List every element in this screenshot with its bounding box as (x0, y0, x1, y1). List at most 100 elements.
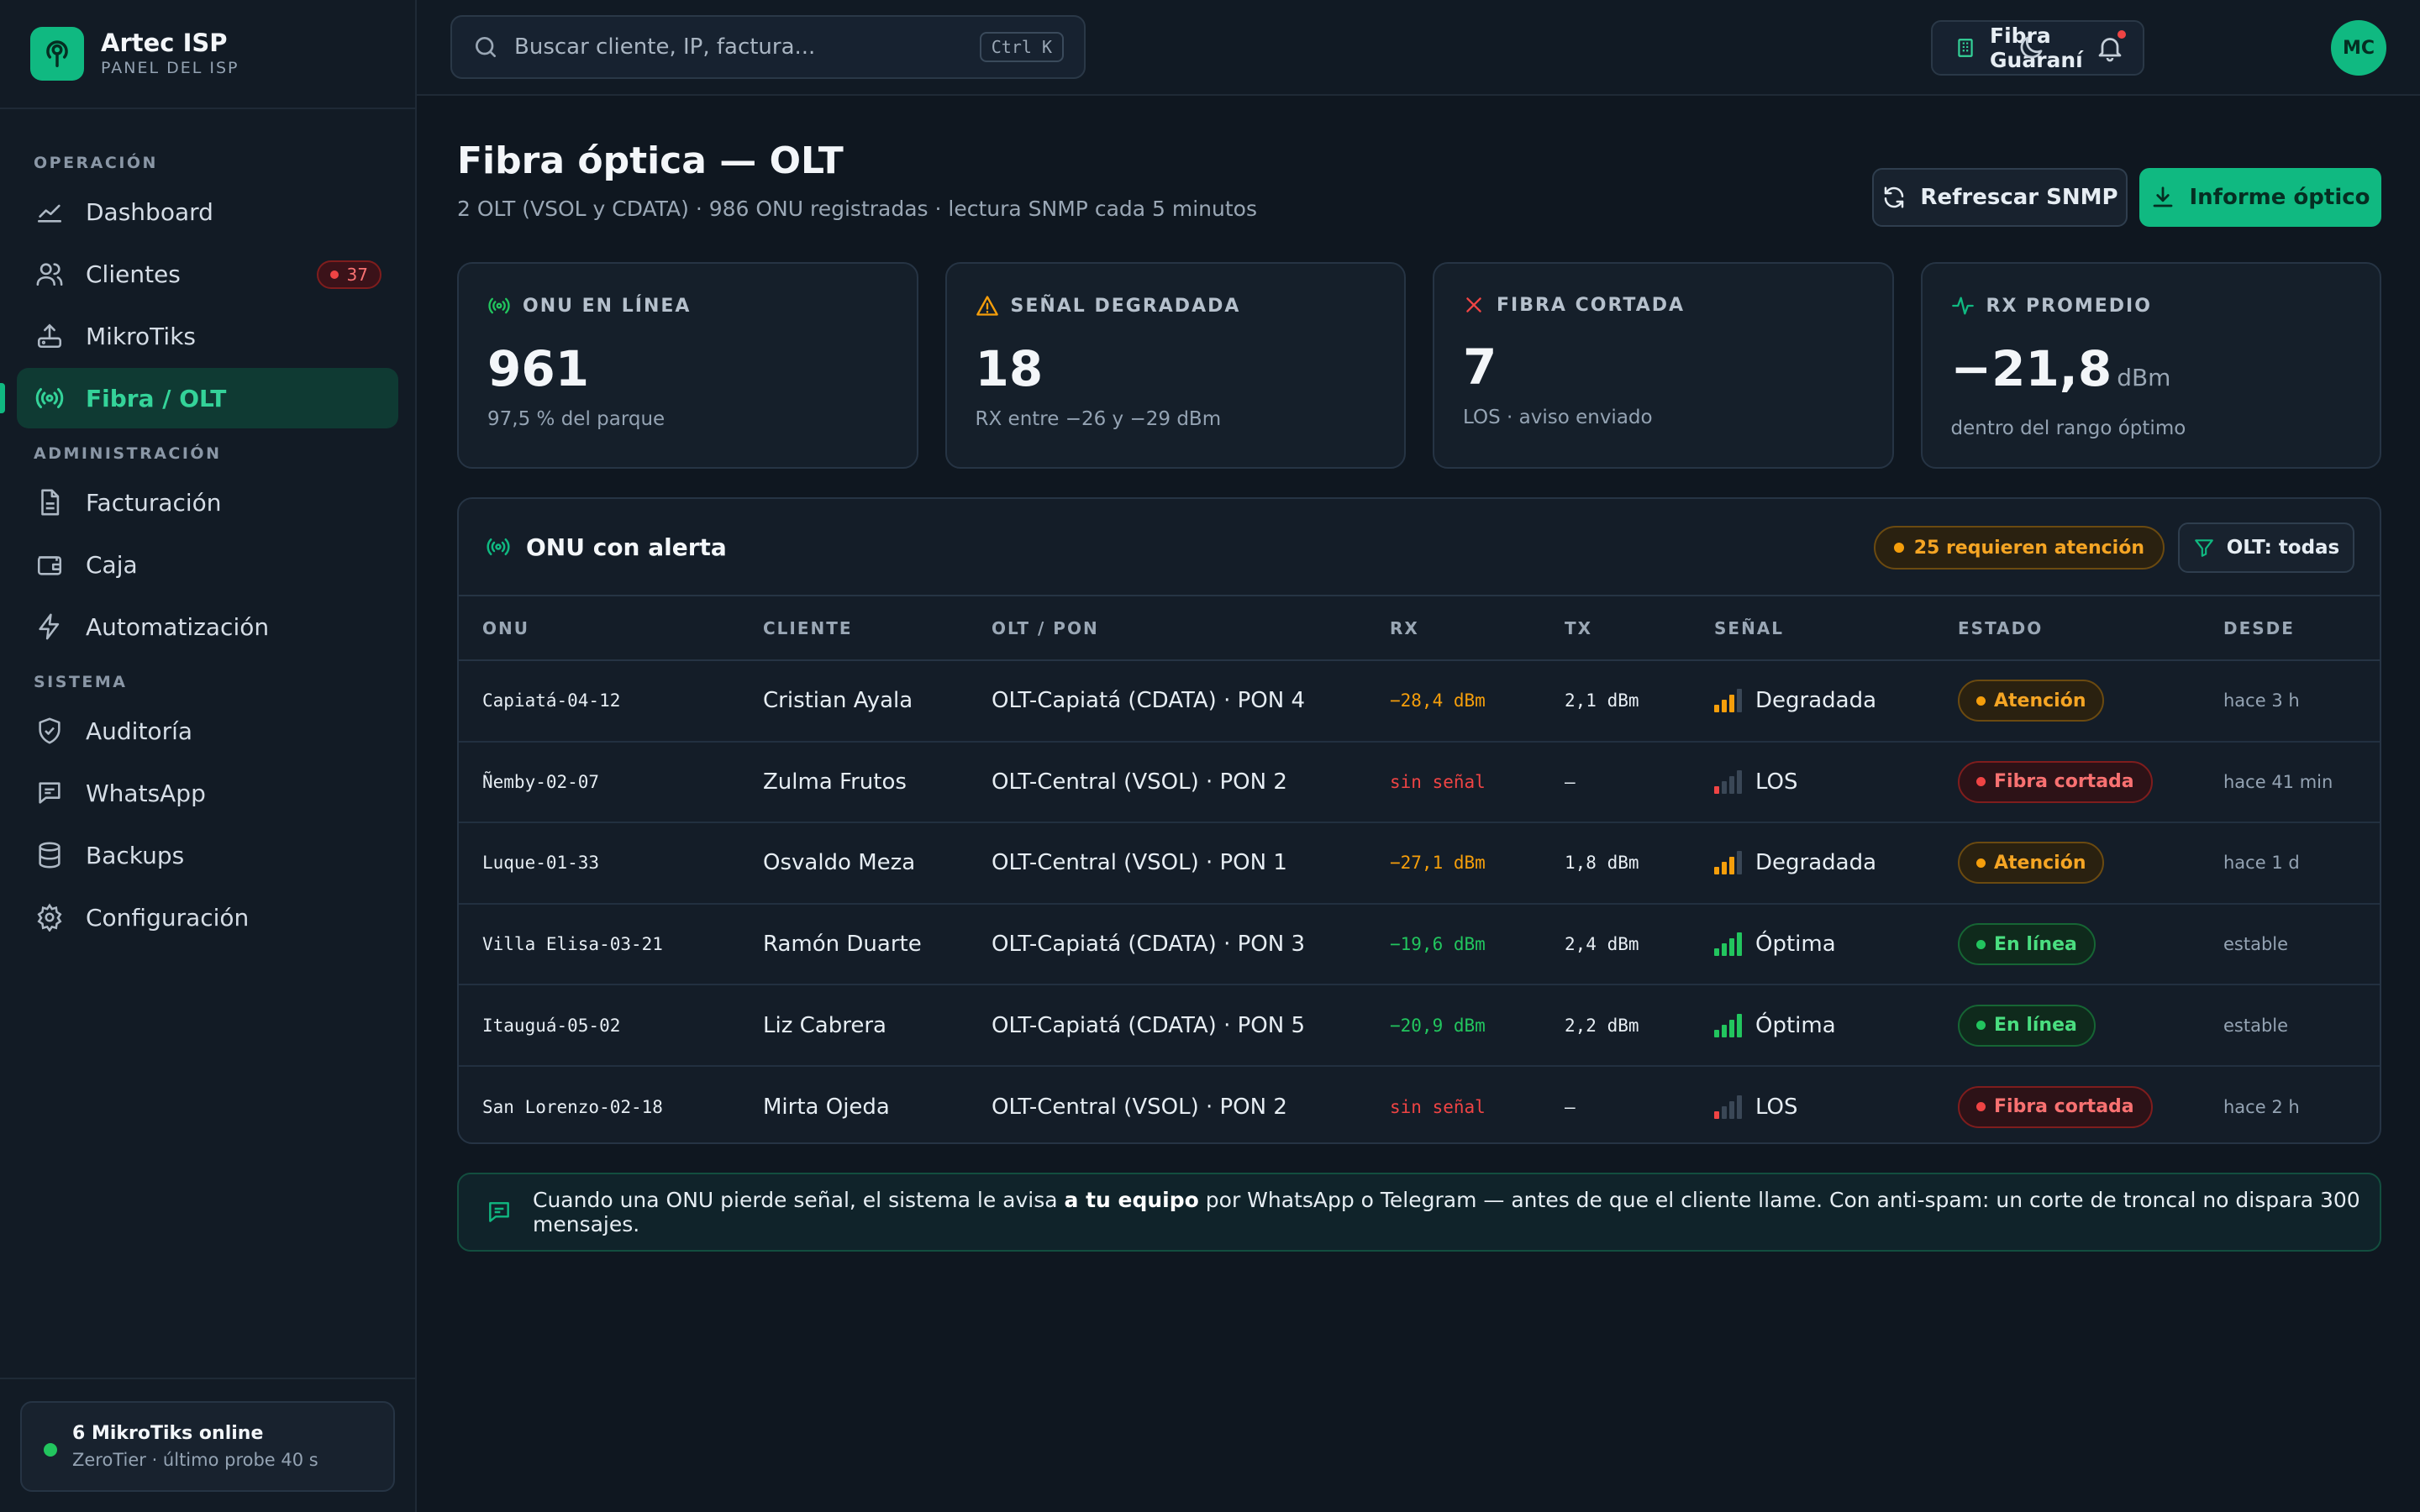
cliente-cell[interactable]: Cristian Ayala (739, 660, 968, 743)
status-badge: En línea (1958, 1004, 2096, 1047)
sidebar-item-fibra-olt[interactable]: Fibra / OLT (0, 368, 398, 428)
sidebar-item-automatizacion[interactable]: Automatización (17, 596, 398, 657)
brand-name: Artec ISP (101, 29, 228, 57)
refresh-label: Refrescar SNMP (1920, 185, 2118, 210)
sidebar-item-whatsapp[interactable]: WhatsApp (17, 763, 398, 823)
gear-icon (34, 901, 66, 933)
onu-cell[interactable]: Capiatá-04-12 (459, 660, 739, 743)
sidebar-item-label: MikroTiks (86, 322, 197, 350)
estado-cell: Fibra cortada (1934, 741, 2200, 824)
table-row[interactable]: Itauguá-05-02 Liz Cabrera OLT-Capiatá (CDA… (459, 984, 2380, 1067)
brand[interactable]: Artec ISP PANEL DEL ISP (0, 0, 415, 109)
sidebar-item-mikrotiks[interactable]: MikroTiks (17, 306, 398, 366)
column-header[interactable]: TX (1541, 596, 1691, 661)
attention-badge: 25 requieren atención (1873, 526, 2165, 570)
cliente-cell[interactable]: Ramón Duarte (739, 903, 968, 986)
whatsapp-notice: Cuando una ONU pierde señal, el sistema … (457, 1173, 2381, 1252)
tx-cell: — (1541, 741, 1691, 824)
signal-label: Óptima (1755, 1012, 1836, 1038)
warning-icon (976, 294, 999, 318)
sidebar-item-label: Clientes (86, 260, 181, 288)
sidebar-item-caja[interactable]: Caja (17, 534, 398, 595)
org-selector-button[interactable]: Fibra Guaraní (1931, 20, 2144, 76)
sidebar-item-backups[interactable]: Backups (17, 825, 398, 885)
shield-icon (34, 715, 66, 747)
onu-cell[interactable]: Ñemby-02-07 (459, 741, 739, 824)
signal-bar (1737, 1013, 1742, 1037)
cliente-cell[interactable]: Osvaldo Meza (739, 822, 968, 905)
nav-section-title: SISTEMA (34, 673, 128, 691)
table-row[interactable]: Capiatá-04-12 Cristian Ayala OLT-Capiatá (… (459, 660, 2380, 743)
sidebar-item-label: Auditoría (86, 717, 193, 745)
signal-bar (1722, 1105, 1727, 1119)
table-row[interactable]: San Lorenzo-02-18 Mirta Ojeda OLT-Central … (459, 1066, 2380, 1142)
desde-cell: hace 3 h (2200, 660, 2380, 743)
signal-bar (1722, 780, 1727, 794)
column-header[interactable]: ONU (459, 596, 739, 661)
sidebar-item-auditoria[interactable]: Auditoría (17, 701, 398, 761)
kpi-value: 7 (1463, 339, 1497, 396)
signal-bar (1714, 785, 1719, 794)
column-header[interactable]: SEÑAL (1691, 596, 1934, 661)
cliente-cell[interactable]: Mirta Ojeda (763, 1094, 890, 1120)
cliente-cell[interactable]: Liz Cabrera (739, 984, 968, 1067)
signal-bar (1729, 1019, 1734, 1037)
theme-toggle-button[interactable] (2013, 30, 2049, 66)
column-header[interactable]: OLT / PON (968, 596, 1366, 661)
sidebar-item-label: Dashboard (86, 197, 213, 226)
column-header[interactable]: ESTADO (1934, 596, 2200, 661)
signal-cell: LOS (1691, 1066, 1934, 1142)
table-row[interactable]: Ñemby-02-07 Zulma Frutos OLT-Central (VSOL… (459, 741, 2380, 824)
sidebar-nav: OPERACIÓN Dashboard Clientes 37 MikroTik… (0, 109, 415, 948)
page-subtitle: 2 OLT (VSOL y CDATA) · 986 ONU registrad… (457, 197, 1257, 221)
document-icon (34, 486, 66, 518)
onu-cell[interactable]: San Lorenzo-02-18 (482, 1096, 663, 1117)
column-header[interactable]: DESDE (2200, 596, 2380, 661)
signal-label: LOS (1755, 769, 1798, 795)
notification-dot (2118, 30, 2126, 39)
chat-icon (486, 1199, 513, 1226)
sidebar-item-clientes[interactable]: Clientes 37 (17, 244, 398, 304)
estado-cell: En línea (1934, 903, 2200, 986)
broadcast-icon (486, 534, 511, 559)
sidebar-item-dashboard[interactable]: Dashboard (17, 181, 398, 242)
mikrotik-status-card[interactable]: 6 MikroTiks online ZeroTier · último pro… (20, 1401, 395, 1492)
signal-bars-icon (1714, 769, 1742, 794)
sidebar-item-configuracion[interactable]: Configuración (17, 887, 398, 948)
nav-section-title: OPERACIÓN (34, 154, 158, 172)
onu-cell[interactable]: Luque-01-33 (459, 822, 739, 905)
signal-bar (1737, 689, 1742, 713)
desde-cell: hace 41 min (2200, 741, 2380, 824)
cliente-cell[interactable]: Zulma Frutos (739, 741, 968, 824)
refresh-snmp-button[interactable]: Refrescar SNMP (1872, 168, 2128, 227)
optical-report-button[interactable]: Informe óptico (2139, 168, 2381, 227)
chat-icon (34, 777, 66, 809)
online-dot-icon (44, 1443, 57, 1457)
kpi-fiber-cut: FIBRA CORTADA 7 LOS · aviso enviado (1433, 262, 1894, 469)
notifications-button[interactable] (2092, 30, 2128, 66)
onu-cell[interactable]: Itauguá-05-02 (459, 984, 739, 1067)
table-row[interactable]: Villa Elisa-03-21 Ramón Duarte OLT-Capiatá… (459, 903, 2380, 986)
column-header[interactable]: RX (1366, 596, 1541, 661)
sidebar-item-facturacion[interactable]: Facturación (17, 472, 398, 533)
signal-bar (1729, 695, 1734, 713)
onu-alert-table-card: ONU con alerta 25 requieren atención OLT… (457, 497, 2381, 1144)
tx-cell: 2,4 dBm (1541, 903, 1691, 986)
filter-icon (2193, 537, 2215, 559)
bell-icon (2095, 33, 2125, 63)
avatar[interactable]: MC (2331, 20, 2386, 76)
table-header-row: ONU CLIENTE OLT / PON RX TX SEÑAL ESTADO… (459, 596, 2380, 661)
search-input[interactable]: Buscar cliente, IP, factura... Ctrl K (450, 15, 1086, 79)
sidebar-item-label: Automatización (86, 612, 270, 641)
desde-cell: estable (2200, 903, 2380, 986)
status-subtitle: ZeroTier · último probe 40 s (72, 1450, 318, 1470)
kpi-sub: 97,5 % del parque (487, 408, 666, 430)
onu-cell[interactable]: Villa Elisa-03-21 (459, 903, 739, 986)
column-header[interactable]: CLIENTE (739, 596, 968, 661)
olt-filter-button[interactable]: OLT: todas (2178, 522, 2354, 573)
signal-bar (1729, 938, 1734, 957)
estado-cell: Atención (1934, 822, 2200, 905)
signal-bars-icon (1714, 1095, 1742, 1119)
olt-cell: OLT-Capiatá (CDATA) · PON 4 (968, 660, 1366, 743)
table-row[interactable]: Luque-01-33 Osvaldo Meza OLT-Central (VSOL… (459, 822, 2380, 905)
